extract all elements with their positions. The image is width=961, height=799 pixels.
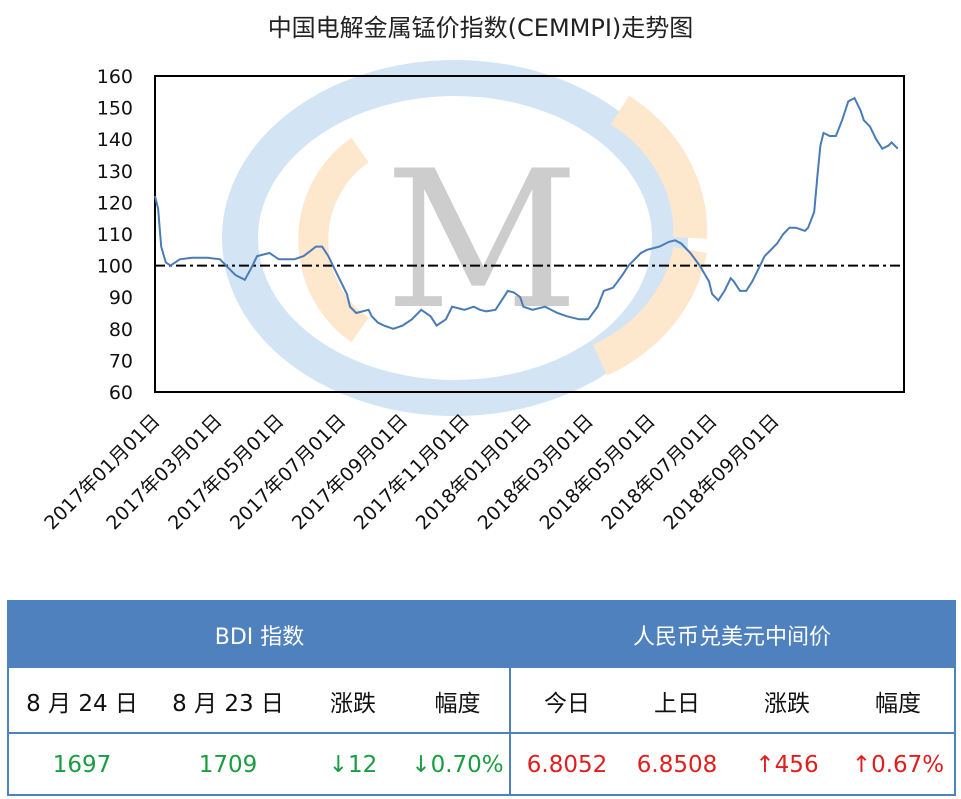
x-tick-label: 2017年01月01日: [40, 410, 164, 534]
bdi-col-change: 涨跌: [330, 691, 376, 717]
x-tick-label: 2017年09月01日: [288, 410, 412, 534]
y-tick-label: 90: [109, 287, 133, 309]
row-divider: [9, 732, 954, 734]
y-tick-label: 120: [97, 192, 133, 214]
rmb-value-change: ↑456: [755, 752, 819, 778]
rmb-value-today: 6.8052: [526, 752, 608, 778]
rmb-header: 人民币兑美元中间价: [510, 602, 954, 668]
y-tick-label: 60: [109, 382, 133, 404]
x-tick-label: 2018年09月01日: [659, 410, 783, 534]
plot-frame: [154, 75, 905, 393]
x-tick-label: 2018年01月01日: [412, 410, 536, 534]
y-tick-label: 140: [97, 129, 133, 151]
x-axis: 2017年01月01日2017年03月01日2017年05月01日2017年07…: [40, 410, 783, 534]
rmb-col-prev: 上日: [654, 691, 700, 717]
stats-table: BDI 指数 人民币兑美元中间价 8 月 24 日 8 月 23 日 涨跌 幅度…: [7, 600, 956, 796]
bdi-value-pct: ↓0.70%: [411, 752, 504, 778]
bdi-header: BDI 指数: [9, 602, 510, 668]
watermark-orange-arc-lower: [592, 246, 707, 376]
watermark-logo: M: [222, 60, 708, 416]
rmb-value-pct: ↑0.67%: [851, 752, 945, 778]
y-tick-label: 70: [109, 350, 133, 372]
y-axis: 60 70 80 90 100 110 120 130 140 150 160: [97, 66, 133, 404]
series-line-cemmpi: [154, 96, 899, 330]
x-tick-label: 2018年03月01日: [474, 410, 598, 534]
y-tick-label: 150: [97, 98, 133, 120]
bdi-col-prev: 8 月 23 日: [172, 691, 284, 717]
chart-title: 中国电解金属锰价指数(CEMMPI)走势图: [267, 14, 694, 42]
bdi-col-today: 8 月 24 日: [26, 691, 138, 717]
bdi-value-today: 1697: [52, 752, 112, 778]
section-divider: [509, 668, 511, 794]
x-tick-label: 2018年07月01日: [597, 410, 721, 534]
y-tick-label: 100: [97, 256, 133, 278]
x-tick-label: 2017年05月01日: [164, 410, 288, 534]
watermark-orange-inner: [298, 137, 369, 343]
y-tick-label: 80: [109, 319, 133, 341]
y-tick-label: 130: [97, 161, 133, 183]
watermark-blue-ring: [222, 60, 688, 416]
x-tick-label: 2018年05月01日: [535, 410, 659, 534]
x-tick-label: 2017年11月01日: [350, 410, 474, 534]
rmb-col-change: 涨跌: [764, 691, 810, 717]
x-tick-label: 2017年03月01日: [102, 410, 226, 534]
rmb-value-prev: 6.8508: [636, 752, 718, 778]
watermark-orange-arc: [610, 95, 708, 239]
rmb-col-pct: 幅度: [875, 691, 921, 717]
y-tick-label: 110: [97, 224, 133, 246]
bdi-col-pct: 幅度: [434, 691, 481, 717]
y-tick-label: 160: [97, 66, 133, 88]
bdi-value-prev: 1709: [198, 752, 258, 778]
bdi-value-change: ↓12: [328, 752, 378, 778]
chart-area: M 60 70 80 90 100 110 120 130 140 150 160 2017年01月…: [40, 60, 905, 534]
rmb-col-today: 今日: [544, 691, 590, 717]
x-tick-label: 2017年07月01日: [226, 410, 350, 534]
